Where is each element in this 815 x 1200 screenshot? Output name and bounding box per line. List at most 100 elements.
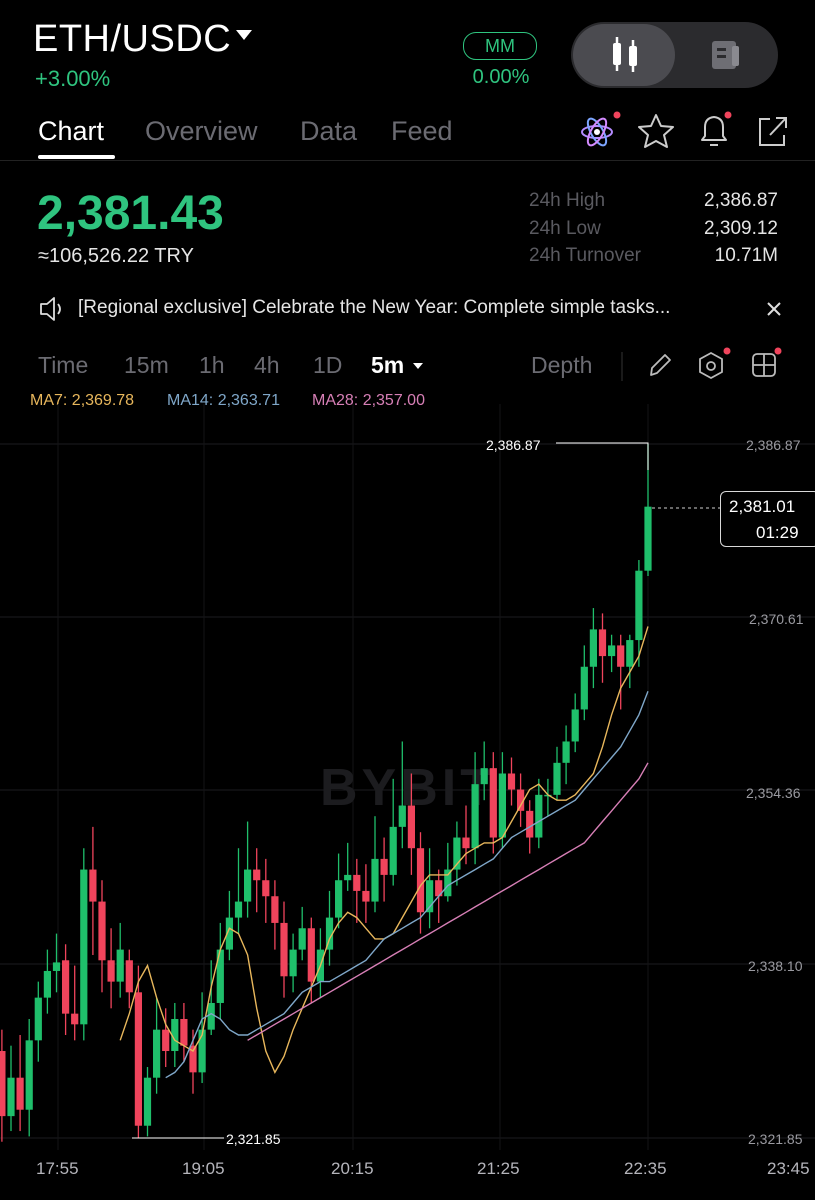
candle-body [234, 901, 243, 918]
candle-body [571, 709, 579, 742]
ma14-label: MA14: 2,363.71 [167, 392, 280, 409]
high-annotation: 2,386.87 [486, 437, 541, 453]
candle-body [189, 1045, 197, 1073]
candlestick-icon [613, 37, 637, 72]
candle-body [25, 1040, 33, 1110]
price-axis-label: 2,338.10 [748, 958, 803, 974]
interval-5m[interactable]: 5m [371, 352, 405, 378]
announcement-text[interactable]: [Regional exclusive] Celebrate the New Y… [78, 297, 671, 318]
price-axis-label: 2,386.87 [746, 437, 801, 453]
ma-line-ma28 [247, 762, 649, 1041]
interval-15m[interactable]: 15m [124, 352, 169, 378]
stat-value-low: 2,309.12 [704, 218, 778, 239]
pair-dropdown-caret-icon[interactable] [236, 30, 252, 40]
candle-body [362, 890, 370, 902]
price-axis-label: 2,354.36 [746, 785, 801, 801]
candle-body [608, 645, 616, 657]
candle-body [253, 869, 261, 881]
candlestick-view-button[interactable] [573, 24, 675, 86]
pencil-icon[interactable] [650, 354, 671, 376]
tab-overview[interactable]: Overview [145, 116, 258, 146]
high-leader-line [556, 442, 649, 470]
candle-countdown: 01:29 [756, 523, 799, 542]
price-axis-label: 2,370.61 [749, 611, 804, 627]
stat-value-high: 2,386.87 [704, 190, 778, 211]
stat-label-turnover: 24h Turnover [529, 245, 641, 266]
ma-line-ma14 [165, 690, 649, 1079]
interval-1h[interactable]: 1h [199, 352, 225, 378]
time-axis-label: 23:45 [767, 1159, 810, 1178]
candle-body [280, 922, 288, 977]
candle-body [471, 784, 479, 849]
interval-time[interactable]: Time [38, 352, 89, 378]
current-price-tag [720, 491, 815, 547]
mm-value: 0.00% [472, 66, 530, 88]
candle-body [589, 629, 597, 667]
candle-body [335, 880, 343, 918]
speaker-icon [40, 297, 61, 321]
current-price-value: 2,381.01 [729, 497, 796, 516]
tab-feed[interactable]: Feed [391, 116, 453, 146]
candle-body [398, 805, 406, 827]
candle-body [526, 810, 534, 838]
candle-body [416, 848, 425, 913]
layout-grid-icon[interactable] [752, 347, 782, 377]
candle-body [244, 869, 252, 902]
candle-body [426, 880, 434, 913]
notice-icons-layer [40, 297, 781, 321]
candle-body [98, 901, 106, 961]
depth-tab[interactable]: Depth [531, 352, 593, 378]
candle-body [180, 1018, 188, 1046]
candle-body [617, 645, 625, 667]
candle-body [389, 826, 397, 875]
pair-title[interactable]: ETH/USDC [33, 18, 232, 60]
candle-body [162, 1029, 170, 1052]
watermark: BYBIT [320, 759, 496, 817]
time-axis-label: 20:15 [331, 1159, 374, 1178]
candle-body [0, 1051, 6, 1117]
mm-badge[interactable]: MM [463, 32, 537, 60]
candle-body [80, 869, 88, 1025]
star-icon[interactable] [638, 114, 674, 148]
main-tabs: Chart Overview Data Feed [0, 112, 815, 162]
last-price: 2,381.43 [37, 187, 224, 240]
candle-body [462, 837, 470, 849]
candle-body [480, 768, 488, 785]
candle-body [562, 741, 570, 763]
interval-caret-icon[interactable] [413, 363, 423, 369]
share-icon[interactable] [759, 117, 787, 146]
candle-body [407, 805, 415, 849]
orderbook-view-button[interactable] [676, 24, 776, 86]
candle-body [207, 1002, 215, 1030]
price-change: +3.00% [35, 66, 111, 91]
price-axis-label: 2,321.85 [748, 1131, 803, 1147]
interval-1d[interactable]: 1D [313, 352, 343, 378]
candle-body [262, 880, 270, 897]
tab-chart[interactable]: Chart [38, 116, 105, 146]
time-axis-label: 22:35 [624, 1159, 667, 1178]
time-axis-label: 21:25 [477, 1159, 520, 1178]
candle-body [143, 1077, 152, 1126]
candle-body [289, 949, 297, 977]
stat-value-turnover: 10.71M [714, 245, 778, 266]
close-icon[interactable] [767, 302, 781, 316]
candle-body [635, 570, 643, 641]
tab-data[interactable]: Data [300, 116, 358, 146]
bell-icon[interactable] [701, 111, 732, 146]
candle-body [125, 960, 133, 993]
interval-4h[interactable]: 4h [254, 352, 280, 378]
candle-body [52, 962, 61, 971]
candle-body [517, 789, 525, 811]
candle-body [34, 997, 42, 1041]
indicator-settings-icon[interactable] [699, 347, 731, 380]
stat-label-high: 24h High [529, 190, 606, 211]
candle-body [307, 928, 315, 982]
candle-body [535, 794, 543, 838]
atom-icon[interactable] [581, 111, 621, 148]
candle-body [43, 970, 51, 998]
candle-body [116, 949, 124, 982]
candle-body [216, 949, 224, 1003]
interval-bar: Time 15m 1h 4h 1D 5m Depth [0, 350, 815, 386]
candle-body [7, 1077, 15, 1117]
